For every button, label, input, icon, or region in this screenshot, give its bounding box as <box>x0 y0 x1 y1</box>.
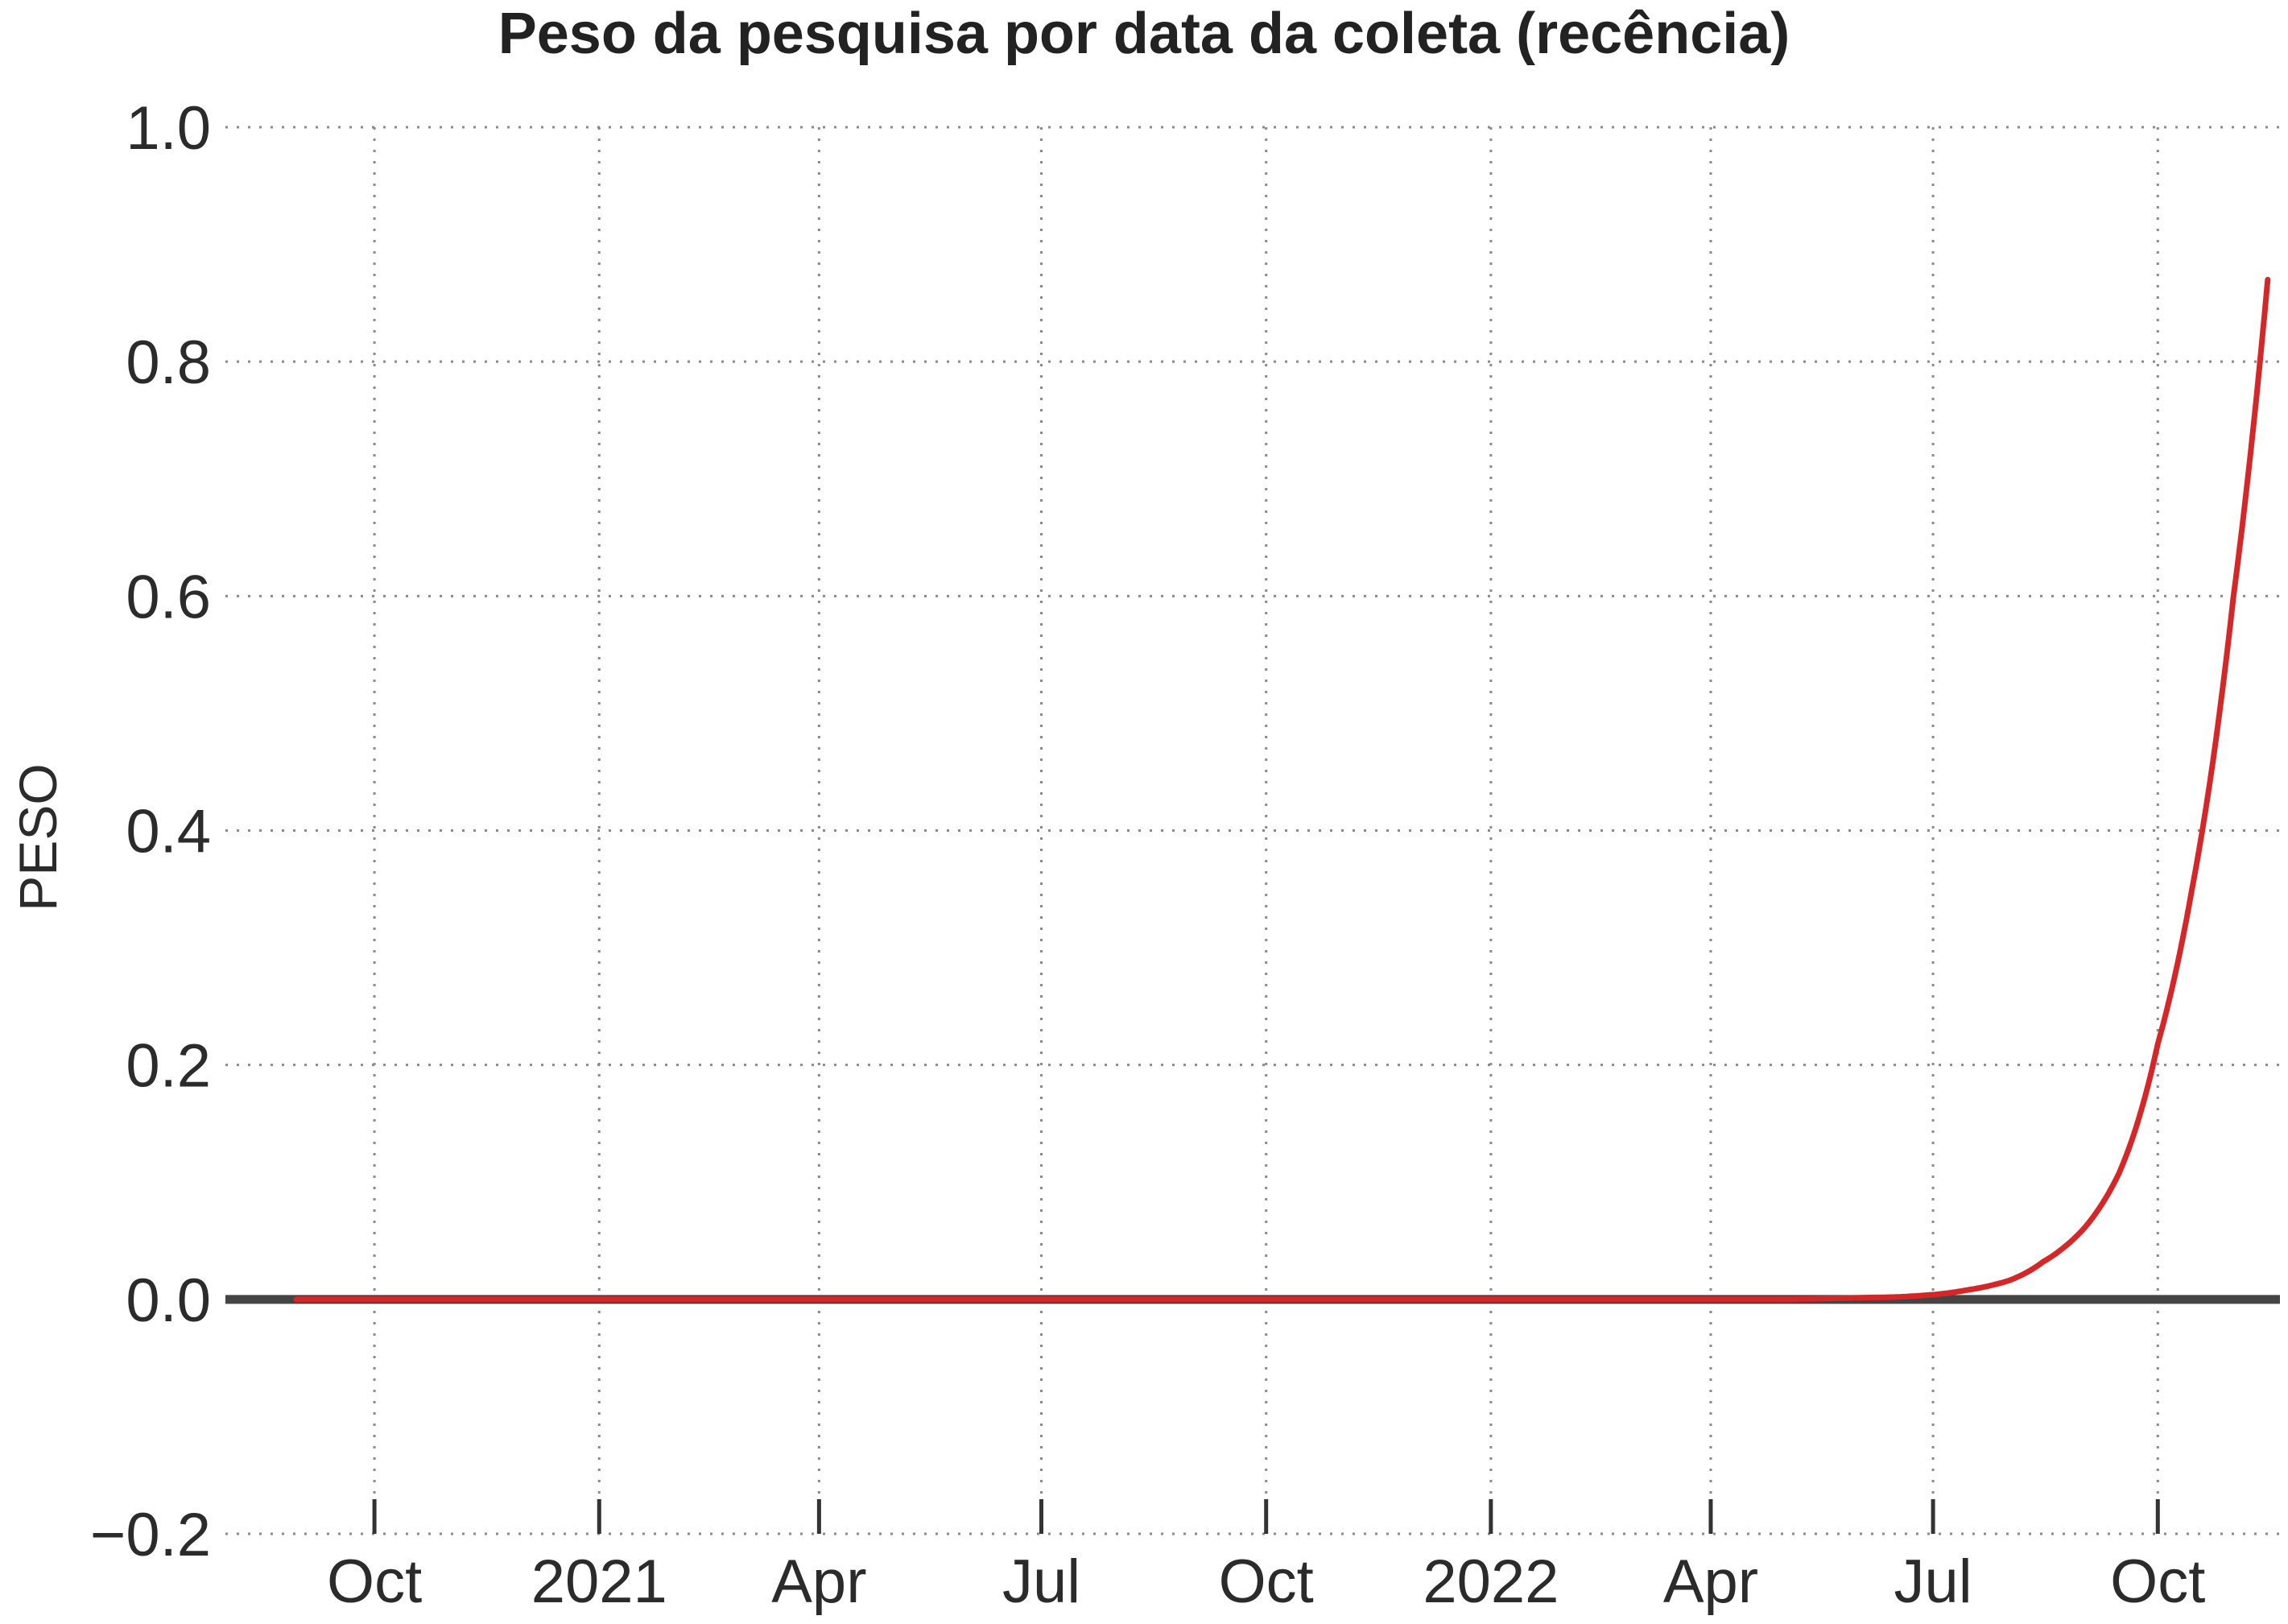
x-tick-label: Apr <box>771 1548 866 1616</box>
x-tick-label: Apr <box>1663 1548 1758 1616</box>
x-tick-label: Jul <box>1894 1548 1972 1616</box>
x-tick-label: Oct <box>1219 1548 1314 1616</box>
series-line <box>293 276 2271 1303</box>
y-tick-label: 0.8 <box>126 329 211 397</box>
y-tick-label: 0.0 <box>126 1267 211 1335</box>
y-tick-label: 0.6 <box>126 563 211 631</box>
x-axis-ticks: Oct 2021 Apr Jul Oct 2022 Apr Jul Oct <box>327 1499 2205 1616</box>
x-tick-label: Oct <box>327 1548 422 1616</box>
grid-layer <box>225 126 2280 1535</box>
y-tick-label: −0.2 <box>90 1501 211 1569</box>
chart-title: Peso da pesquisa por data da coleta (rec… <box>498 2 1790 66</box>
y-tick-label: 1.0 <box>126 94 211 163</box>
x-tick-label: 2021 <box>531 1548 667 1616</box>
x-tick-label: Jul <box>1002 1548 1080 1616</box>
y-axis-label: PESO <box>8 763 68 911</box>
x-tick-label: Oct <box>2110 1548 2205 1616</box>
y-tick-label: 0.4 <box>126 798 211 866</box>
y-axis-ticks: 1.0 0.8 0.6 0.4 0.2 0.0 −0.2 <box>90 94 211 1569</box>
x-tick-label: 2022 <box>1423 1548 1559 1616</box>
y-tick-label: 0.2 <box>126 1032 211 1101</box>
series-layer <box>293 276 2271 1303</box>
